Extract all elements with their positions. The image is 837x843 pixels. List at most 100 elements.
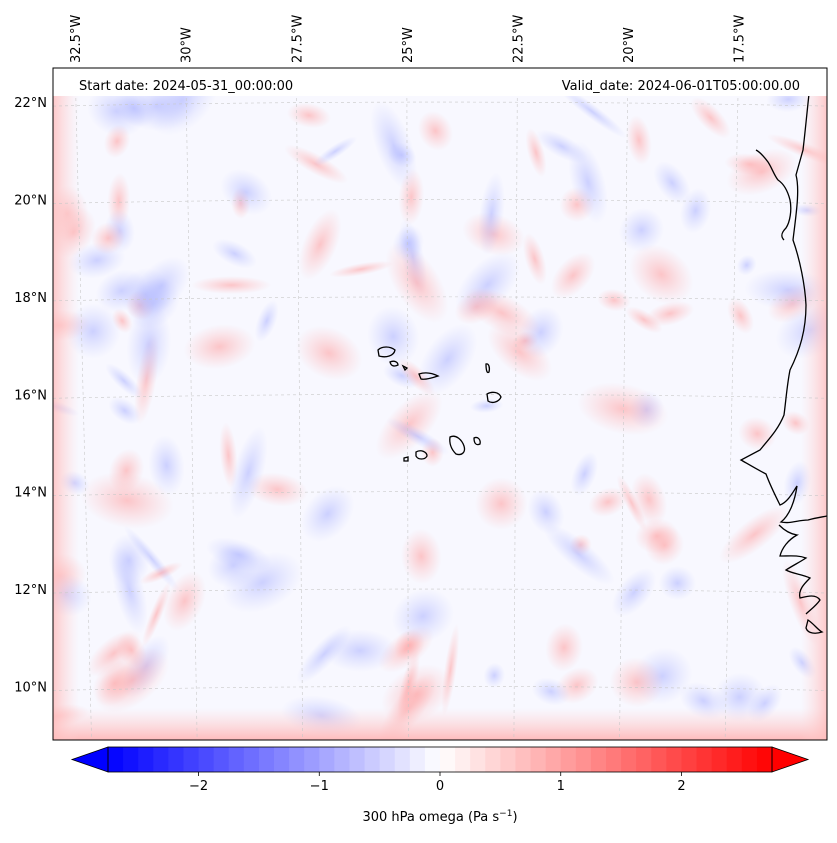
meridian-line: [406, 68, 409, 740]
omega-anomaly-blob: [577, 382, 669, 436]
longitude-label: 30°W: [180, 27, 195, 63]
omega-anomaly-blob: [719, 505, 790, 564]
omega-anomaly-blob: [478, 172, 505, 256]
longitude-label: 20°W: [622, 27, 637, 63]
colorbar-cell: [651, 747, 667, 772]
valid-date-label: Valid_date: 2024-06-01T05:00:00.00: [562, 79, 800, 94]
omega-anomaly-blob: [400, 528, 442, 585]
colorbar-gradient: [108, 747, 773, 772]
omega-anomaly-blob: [570, 451, 599, 497]
latitude-label: 22°N: [14, 96, 47, 111]
start-date-label: Start date: 2024-05-31_00:00:00: [79, 79, 293, 94]
island-fogo: [415, 450, 428, 460]
island-santa-luzia: [401, 364, 409, 372]
omega-anomaly-blob: [543, 523, 615, 586]
island-sao-vicente: [389, 360, 399, 367]
longitude-label: 32.5°W: [69, 15, 84, 63]
graticule: [53, 68, 827, 740]
colorbar-tick-label: 0: [436, 779, 444, 794]
omega-anomaly-blob: [95, 647, 170, 713]
omega-anomaly-blob: [205, 537, 272, 572]
colorbar-cell: [455, 747, 471, 772]
omega-anomaly-blob: [220, 168, 273, 216]
parallel-line: [53, 393, 827, 399]
coastline-senegal: [778, 524, 824, 634]
omega-anomaly-blob: [91, 222, 126, 255]
colorbar-cell: [183, 747, 200, 772]
omega-anomaly-blob: [597, 288, 631, 312]
omega-anomaly-blob: [111, 308, 133, 334]
colorbar-cell: [334, 747, 350, 772]
omega-anomaly-blob: [254, 299, 279, 342]
omega-anomaly-blob: [183, 324, 256, 370]
omega-field-contours: [53, 68, 827, 740]
omega-anomaly-blob: [487, 322, 553, 382]
parallel-line: [53, 296, 827, 302]
omega-anomaly-blob: [531, 677, 571, 706]
omega-anomaly-blob: [588, 487, 628, 517]
colorbar-cell: [440, 747, 456, 772]
parallel-line: [53, 101, 827, 107]
latitude-label: 20°N: [14, 193, 47, 208]
map-panel: [53, 68, 827, 740]
omega-anomaly-blob: [65, 303, 121, 360]
colorbar-cell: [726, 747, 743, 772]
colorbar-cell: [349, 747, 366, 772]
colorbar-cell: [243, 747, 260, 772]
colorbar-cell: [213, 747, 230, 772]
longitude-label: 25°W: [401, 27, 416, 63]
colorbar-cell: [530, 747, 547, 772]
colorbar-extend-high: [771, 746, 810, 773]
omega-anomaly-blob: [653, 161, 691, 205]
colorbar-cell: [485, 747, 501, 772]
meridian-line: [724, 68, 739, 740]
omega-anomaly-blob: [111, 546, 148, 635]
colorbar-tick-label: −1: [310, 779, 329, 794]
coastline-west-africa: [739, 68, 827, 524]
colorbar-cell: [258, 747, 275, 772]
colorbar-cell: [756, 747, 773, 772]
omega-anomaly-blob: [556, 84, 628, 139]
omega-anomaly-blob: [658, 565, 697, 601]
omega-anomaly-blob: [148, 435, 185, 496]
omega-anomaly-blob: [629, 244, 694, 305]
longitude-label: 22.5°W: [511, 15, 526, 63]
colorbar-cell: [621, 747, 637, 772]
omega-anomaly-blob: [246, 472, 308, 507]
colorbar-cell: [741, 747, 758, 772]
omega-anomaly-blob: [300, 485, 355, 543]
omega-anomaly-blob: [417, 110, 453, 151]
omega-anomaly-blob: [609, 657, 664, 708]
omega-anomaly-blob: [329, 260, 394, 278]
omega-anomaly-blob: [80, 472, 174, 529]
colorbar-cell: [711, 747, 728, 772]
omega-anomaly-blob: [398, 168, 425, 226]
colorbar-cell: [666, 747, 682, 772]
omega-anomaly-blob: [228, 426, 268, 519]
latitude-label: 12°N: [14, 583, 47, 598]
island-santo-antao: [377, 346, 396, 358]
omega-anomaly-blob: [736, 254, 757, 276]
coastline-mauritania-coast: [755, 149, 792, 241]
longitude-label: 27.5°W: [290, 15, 305, 63]
omega-anomaly-blob: [568, 141, 608, 224]
omega-anomaly-blob: [545, 623, 583, 672]
island-sao-nicolau: [418, 372, 440, 380]
date-banner: [53, 68, 827, 96]
omega-anomaly-blob: [527, 489, 565, 535]
omega-anomaly-blob: [298, 209, 342, 280]
omega-anomaly-blob: [133, 256, 190, 315]
colorbar-cell: [545, 747, 562, 772]
colorbar-cell: [681, 747, 698, 772]
colorbar-label: 300 hPa omega (Pa s−1): [362, 809, 517, 825]
omega-anomaly-blob: [103, 124, 131, 158]
colorbar-cell: [228, 747, 245, 772]
colorbar-cell: [379, 747, 396, 772]
omega-anomaly-blob: [108, 396, 142, 425]
colorbar-cell: [364, 747, 381, 772]
latitude-label: 14°N: [14, 486, 47, 501]
omega-anomaly-blob: [550, 252, 596, 299]
omega-anomaly-blob: [525, 128, 547, 178]
omega-anomaly-blob: [286, 102, 331, 129]
